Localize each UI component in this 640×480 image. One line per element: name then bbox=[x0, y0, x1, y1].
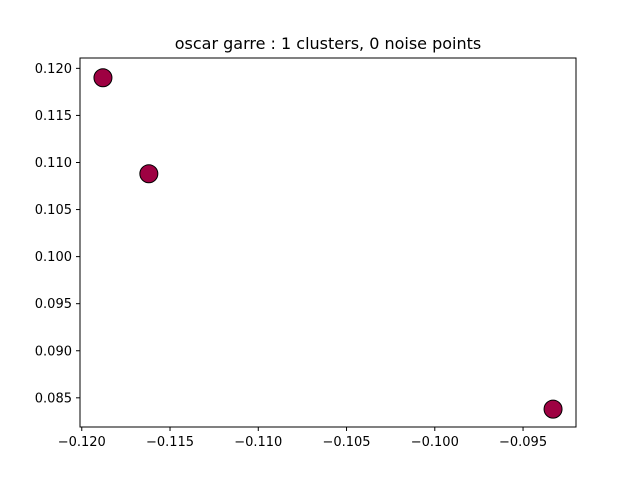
y-axis-ticks: 0.085 0.090 0.095 0.100 0.105 0.110 0.115 0.120 bbox=[35, 62, 80, 406]
y-tick-label: 0.090 bbox=[35, 344, 72, 359]
x-axis-ticks: −0.120 −0.115 −0.110 −0.105 −0.100 −0.095 bbox=[58, 427, 547, 450]
y-tick-label: 0.115 bbox=[35, 109, 72, 124]
points-layer bbox=[93, 68, 563, 419]
x-tick-label: −0.120 bbox=[58, 435, 106, 450]
chart-title: oscar garre : 1 clusters, 0 noise points bbox=[175, 34, 482, 53]
plot-frame bbox=[79, 57, 577, 428]
data-point bbox=[543, 399, 563, 419]
data-point bbox=[139, 164, 159, 184]
x-tick-label: −0.095 bbox=[499, 435, 547, 450]
x-tick-label: −0.100 bbox=[411, 435, 459, 450]
y-tick-label: 0.100 bbox=[35, 250, 72, 265]
y-tick-label: 0.095 bbox=[35, 297, 72, 312]
y-tick-label: 0.120 bbox=[35, 62, 72, 77]
y-tick-label: 0.105 bbox=[35, 203, 72, 218]
y-tick-label: 0.110 bbox=[35, 156, 72, 171]
x-tick-label: −0.110 bbox=[234, 435, 282, 450]
x-tick-label: −0.115 bbox=[146, 435, 194, 450]
y-tick-label: 0.085 bbox=[35, 391, 72, 406]
x-tick-label: −0.105 bbox=[322, 435, 370, 450]
data-point bbox=[93, 68, 113, 88]
